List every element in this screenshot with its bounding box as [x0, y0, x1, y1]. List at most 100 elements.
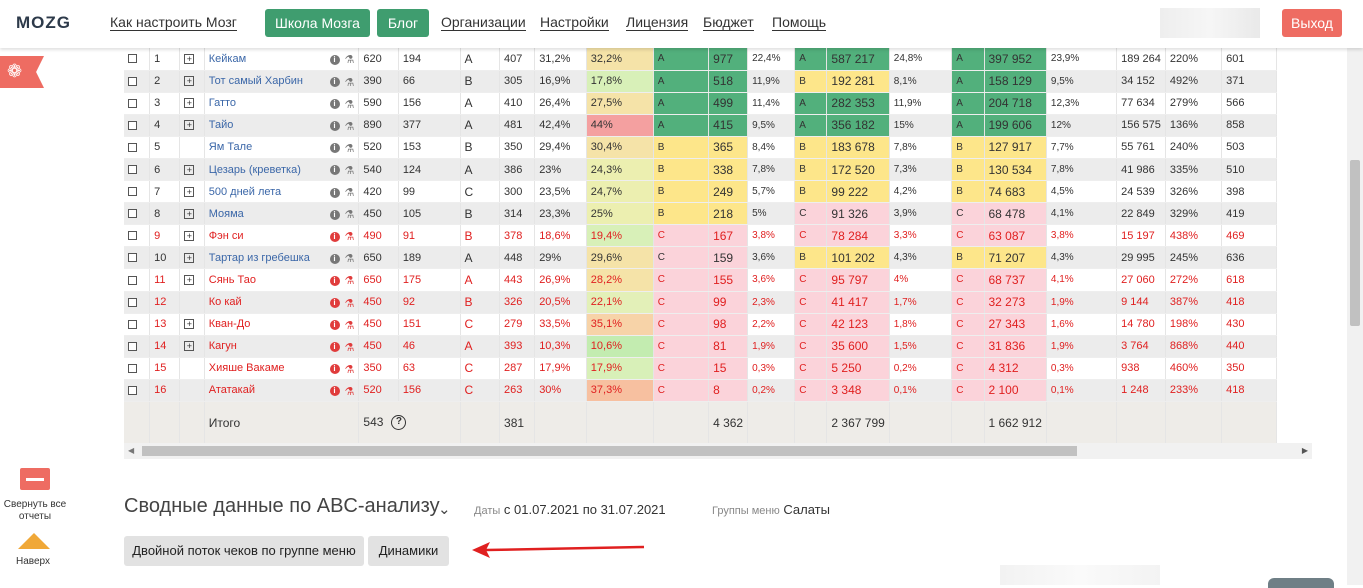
- row-checkbox[interactable]: [128, 275, 137, 285]
- row-checkbox-cell[interactable]: [124, 335, 151, 358]
- row-checkbox-cell[interactable]: [124, 158, 151, 182]
- row-checkbox-cell[interactable]: [124, 246, 151, 270]
- table-row[interactable]: 2 + Тот самый Харбин i ⚗ 390 66 B 305 16,9% 17,8% A…: [124, 70, 1312, 93]
- row-checkbox[interactable]: [128, 187, 137, 197]
- expand-plus-icon[interactable]: +: [184, 53, 195, 64]
- dish-name-link[interactable]: Ям Тале: [208, 141, 253, 154]
- table-row[interactable]: 5 Ям Тале i ⚗ 520 153 B 350 29,4% 30,4% B 365 8,4% B 1…: [124, 136, 1312, 159]
- recipe-icon[interactable]: ⚗: [344, 253, 355, 266]
- nav-help[interactable]: Помощь: [772, 14, 827, 31]
- row-checkbox[interactable]: [128, 231, 137, 241]
- row-checkbox[interactable]: [128, 209, 137, 219]
- recipe-icon[interactable]: ⚗: [344, 319, 355, 332]
- info-icon[interactable]: i: [329, 99, 340, 110]
- school-button[interactable]: Школа Мозга: [265, 9, 370, 37]
- info-icon[interactable]: i: [329, 386, 340, 397]
- row-checkbox[interactable]: [128, 98, 137, 108]
- dish-name-link[interactable]: Фэн си: [208, 229, 244, 242]
- scroll-up-icon[interactable]: [18, 533, 50, 549]
- dish-name-cell[interactable]: Фэн си i ⚗: [204, 224, 360, 248]
- table-row[interactable]: 15 Хияше Вакаме i ⚗ 350 63 C 287 17,9% 17,9% C 15 0,…: [124, 357, 1312, 380]
- row-checkbox-cell[interactable]: [124, 379, 151, 403]
- table-row[interactable]: 13 + Кван-До i ⚗ 450 151 C 279 33,5% 35,1% C 98 2,2% C…: [124, 313, 1312, 336]
- dish-name-cell[interactable]: Ататакай i ⚗: [204, 379, 360, 403]
- row-checkbox-cell[interactable]: [124, 357, 151, 380]
- table-row[interactable]: 8 + Мояма i ⚗ 450 105 B 314 23,3% 25% B 218 5% C 91 326…: [124, 202, 1312, 226]
- dish-name-link[interactable]: Кейкам: [208, 52, 247, 65]
- info-icon[interactable]: i: [329, 165, 340, 176]
- expand-cell[interactable]: +: [179, 202, 205, 226]
- table-row[interactable]: 7 +500 дней лета i ⚗ 420 99 C 300 23,5% 24,7% B 249…: [124, 180, 1312, 204]
- scroll-right-arrow-icon[interactable]: ▶: [1301, 446, 1308, 455]
- dish-name-cell[interactable]: Гатто i ⚗: [204, 92, 360, 115]
- dish-name-cell[interactable]: Кагун i ⚗: [204, 335, 360, 358]
- row-checkbox-cell[interactable]: [124, 291, 151, 314]
- dish-name-link[interactable]: Кван-До: [208, 318, 251, 331]
- row-checkbox-cell[interactable]: [124, 114, 151, 137]
- table-row[interactable]: 1 + Кейкам i ⚗ 620 194 A 407 31,2% 32,2% A 977 22,4% A…: [124, 48, 1312, 71]
- scroll-left-arrow-icon[interactable]: ◀: [128, 446, 135, 455]
- row-checkbox-cell[interactable]: [124, 202, 151, 226]
- table-row[interactable]: 11 + Сянь Тао i ⚗ 650 175 A 443 26,9% 28,2% C 155 3,6…: [124, 268, 1312, 292]
- dish-name-link[interactable]: Ко кай: [208, 296, 242, 309]
- expand-cell[interactable]: +: [179, 246, 205, 270]
- recipe-icon[interactable]: ⚗: [344, 341, 355, 354]
- row-checkbox[interactable]: [128, 341, 137, 351]
- logo[interactable]: MOZG: [16, 13, 71, 32]
- recipe-icon[interactable]: ⚗: [344, 363, 355, 376]
- row-checkbox-cell[interactable]: [124, 224, 151, 248]
- expand-plus-icon[interactable]: +: [184, 98, 195, 109]
- dish-name-link[interactable]: Мояма: [208, 207, 244, 220]
- recipe-icon[interactable]: ⚗: [344, 98, 355, 111]
- dish-name-link[interactable]: Тайо: [208, 119, 234, 132]
- expand-plus-icon[interactable]: +: [184, 76, 195, 87]
- info-icon[interactable]: i: [329, 298, 340, 309]
- row-checkbox[interactable]: [128, 297, 137, 307]
- row-checkbox-cell[interactable]: [124, 313, 151, 336]
- dynamics-button[interactable]: Динамики: [368, 536, 449, 566]
- dish-name-link[interactable]: Тот самый Харбин: [208, 75, 303, 88]
- row-checkbox-cell[interactable]: [124, 48, 151, 71]
- expand-cell[interactable]: +: [179, 92, 205, 115]
- info-icon[interactable]: i: [329, 143, 340, 154]
- expand-cell[interactable]: +: [179, 180, 205, 204]
- recipe-icon[interactable]: ⚗: [344, 164, 355, 177]
- info-icon[interactable]: i: [329, 253, 340, 264]
- expand-cell[interactable]: +: [179, 158, 205, 182]
- expand-plus-icon[interactable]: +: [184, 341, 195, 352]
- dish-name-link[interactable]: Гатто: [208, 97, 237, 110]
- dish-name-link[interactable]: Цезарь (креветка): [208, 163, 301, 176]
- dish-name-cell[interactable]: Ко кай i ⚗: [204, 291, 360, 314]
- blog-button[interactable]: Блог: [377, 9, 429, 37]
- scroll-up-label[interactable]: Наверх: [16, 556, 50, 567]
- dish-name-cell[interactable]: Тартар из гребешка i ⚗: [204, 246, 360, 270]
- recipe-icon[interactable]: ⚗: [344, 297, 355, 310]
- recipe-icon[interactable]: ⚗: [344, 231, 355, 244]
- expand-plus-icon[interactable]: +: [184, 208, 195, 219]
- question-icon[interactable]: ?: [391, 415, 407, 431]
- chevron-down-icon[interactable]: ⌄: [438, 501, 451, 518]
- recipe-icon[interactable]: ⚗: [344, 142, 355, 155]
- expand-cell[interactable]: +: [179, 70, 205, 93]
- collapse-all-icon[interactable]: [20, 468, 50, 490]
- dish-name-cell[interactable]: Кван-До i ⚗: [204, 313, 360, 336]
- row-checkbox[interactable]: [128, 363, 137, 373]
- recipe-icon[interactable]: ⚗: [344, 120, 355, 133]
- table-row[interactable]: 6 + Цезарь (креветка) i ⚗ 540 124 A 386 23% 24,3% B…: [124, 158, 1312, 182]
- dish-name-link[interactable]: Сянь Тао: [208, 273, 256, 286]
- expand-cell[interactable]: +: [179, 268, 205, 292]
- dish-name-cell[interactable]: Цезарь (креветка) i ⚗: [204, 158, 360, 182]
- expand-cell[interactable]: +: [179, 313, 205, 336]
- info-icon[interactable]: i: [329, 320, 340, 331]
- dish-name-cell[interactable]: Сянь Тао i ⚗: [204, 268, 360, 292]
- horizontal-scroll-thumb[interactable]: [142, 446, 1077, 456]
- nav-how-to-setup[interactable]: Как настроить Мозг: [110, 14, 237, 31]
- row-checkbox-cell[interactable]: [124, 70, 151, 93]
- row-checkbox[interactable]: [128, 120, 137, 130]
- dish-name-cell[interactable]: Хияше Вакаме i ⚗: [204, 357, 360, 380]
- table-row[interactable]: 14 + Кагун i ⚗ 450 46 A 393 10,3% 10,6% C 81 1,9% C 35 …: [124, 335, 1312, 358]
- table-row[interactable]: 9 + Фэн си i ⚗ 490 91 B 378 18,6% 19,4% C 167 3,8% C 78…: [124, 224, 1312, 248]
- row-checkbox-cell[interactable]: [124, 268, 151, 292]
- expand-plus-icon[interactable]: +: [184, 120, 195, 131]
- row-checkbox[interactable]: [128, 76, 137, 86]
